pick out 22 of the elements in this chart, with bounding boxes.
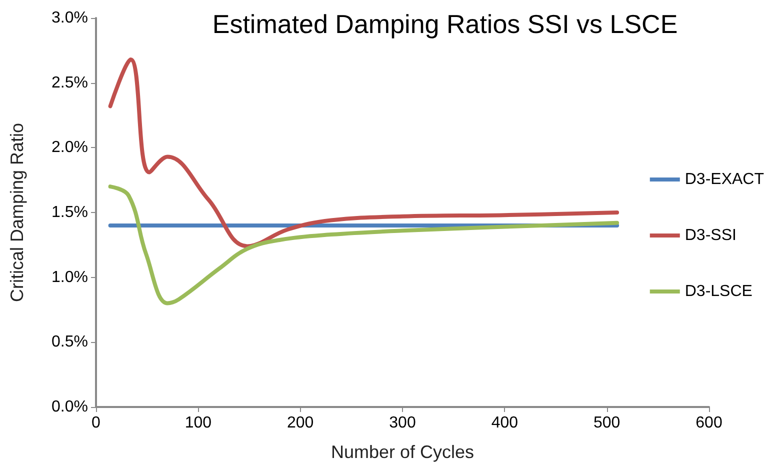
y-tick-label: 2.0% [52,139,88,156]
chart-title: Estimated Damping Ratios SSI vs LSCE [212,9,678,39]
x-axis-title: Number of Cycles [330,442,474,462]
y-tick-label: 2.5% [52,74,88,92]
x-tick-label: 0 [92,414,101,432]
legend-label: D3-EXACT [684,171,764,188]
x-tick-label: 200 [286,414,314,432]
legend-label: D3-LSCE [684,283,752,300]
line-series [108,184,620,306]
y-tick-label: 0.5% [52,334,88,351]
x-tick-label: 300 [389,414,416,432]
y-tick-label: 3.0% [52,10,88,26]
x-tick-label: 400 [491,414,518,432]
y-tick-label: 1.5% [52,204,88,221]
legend-label: D3-SSI [684,227,736,244]
x-tick-label: 500 [593,414,620,432]
x-tick-label: 600 [696,414,722,432]
line-series [108,57,620,248]
y-tick-label: 0.0% [52,398,88,416]
y-axis-title: Critical Damping Ratio [7,122,27,302]
y-tick-label: 1.0% [52,268,88,286]
x-tick-label: 100 [184,414,212,432]
